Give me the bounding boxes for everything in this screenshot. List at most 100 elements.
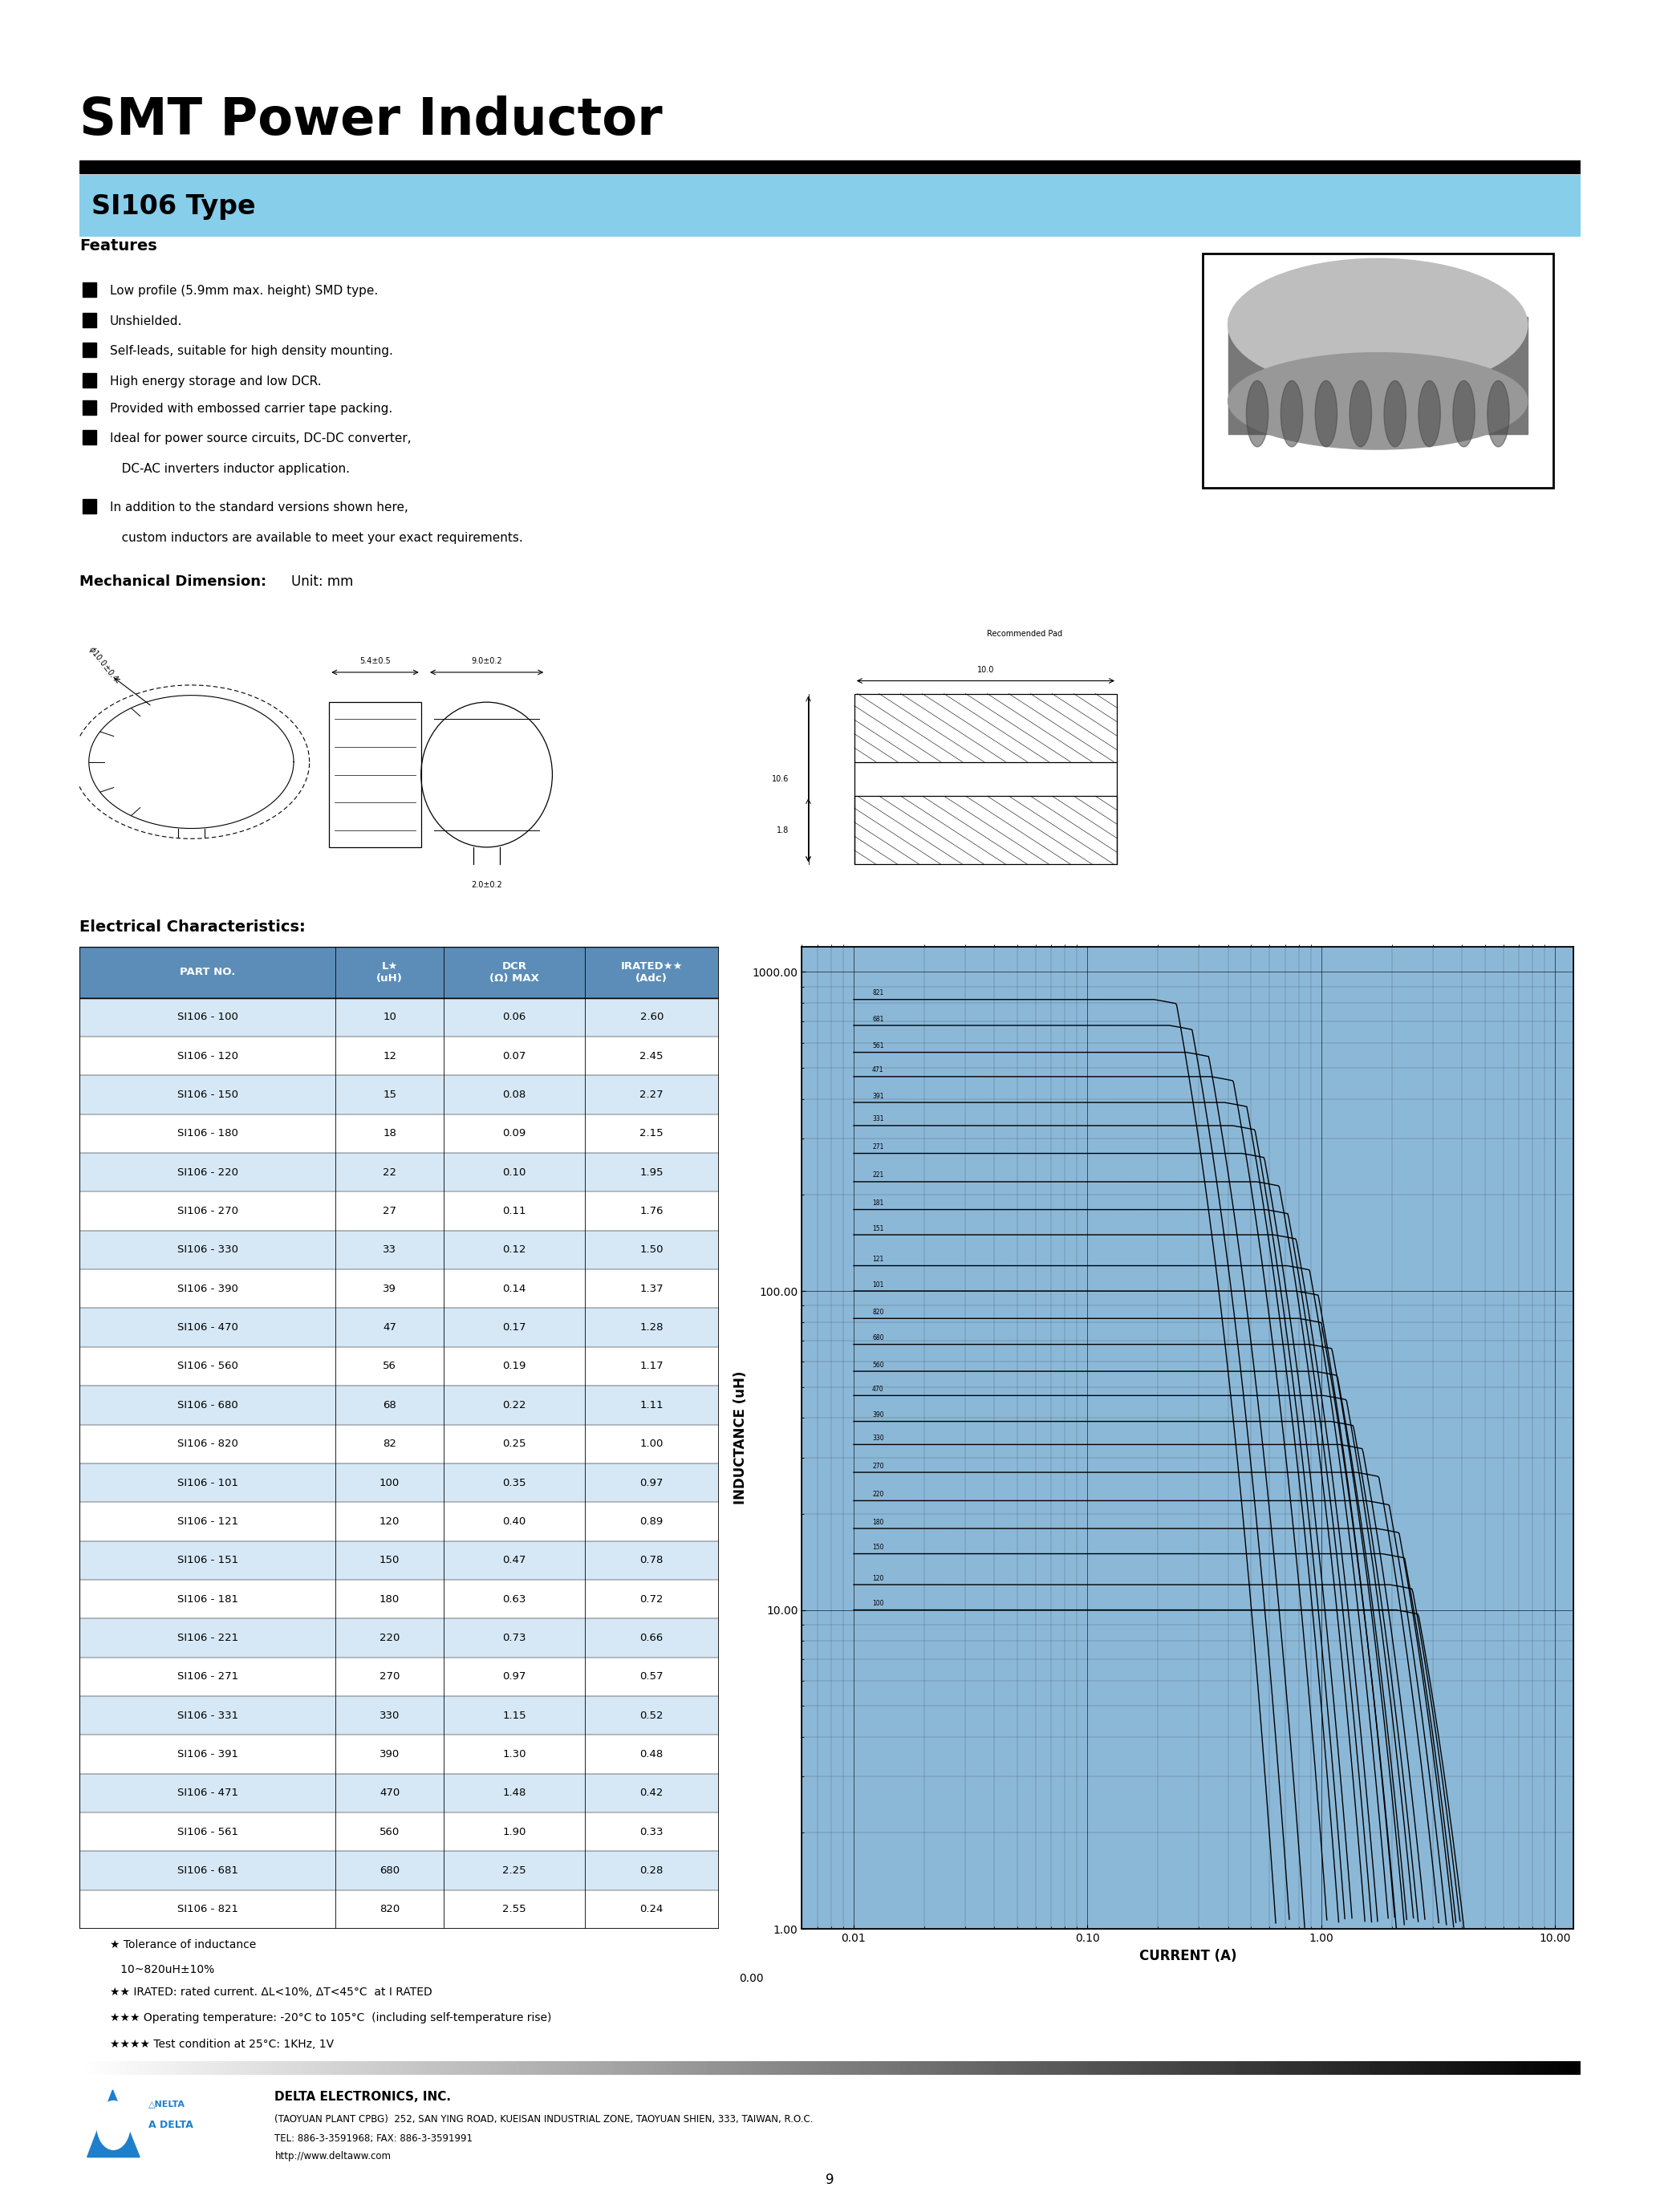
Text: 2.0±0.2: 2.0±0.2 <box>471 880 503 889</box>
Bar <box>335 1347 443 1385</box>
Bar <box>83 500 96 513</box>
Text: 270: 270 <box>380 1672 400 1681</box>
Bar <box>584 1152 719 1192</box>
Text: 0.47: 0.47 <box>503 1555 526 1566</box>
Text: (TAOYUAN PLANT CPBG)  252, SAN YING ROAD, KUEISAN INDUSTRIAL ZONE, TAOYUAN SHIEN: (TAOYUAN PLANT CPBG) 252, SAN YING ROAD,… <box>276 2115 813 2124</box>
Text: In addition to the standard versions shown here,: In addition to the standard versions sho… <box>110 502 408 513</box>
Bar <box>80 1851 335 1889</box>
Text: 2.25: 2.25 <box>503 1865 526 1876</box>
Text: 151: 151 <box>872 1225 883 1232</box>
Bar <box>584 1075 719 1115</box>
Text: 120: 120 <box>872 1575 883 1582</box>
Text: 1.30: 1.30 <box>503 1750 526 1759</box>
Ellipse shape <box>96 2101 129 2150</box>
Text: 0.09: 0.09 <box>503 1128 526 1139</box>
Bar <box>335 1115 443 1152</box>
Text: 561: 561 <box>872 1042 883 1048</box>
Bar <box>584 1579 719 1619</box>
Text: ★ Tolerance of inductance: ★ Tolerance of inductance <box>110 1940 256 1951</box>
Bar <box>80 998 335 1037</box>
Bar <box>584 1037 719 1075</box>
Text: 270: 270 <box>872 1462 883 1469</box>
Bar <box>855 695 1117 761</box>
Bar <box>1228 316 1527 434</box>
Bar <box>80 1270 335 1307</box>
Bar <box>80 161 1580 173</box>
Bar <box>83 283 96 296</box>
Bar <box>584 1851 719 1889</box>
Bar <box>335 1464 443 1502</box>
Text: SI106 - 120: SI106 - 120 <box>178 1051 237 1062</box>
Text: 1.50: 1.50 <box>639 1245 664 1254</box>
Text: 1.00: 1.00 <box>639 1438 664 1449</box>
Ellipse shape <box>1282 380 1303 447</box>
Bar <box>80 1697 335 1734</box>
Text: SI106 - 390: SI106 - 390 <box>178 1283 237 1294</box>
Bar <box>335 1192 443 1230</box>
Text: 680: 680 <box>380 1865 400 1876</box>
Text: 100: 100 <box>872 1599 883 1608</box>
Text: 1.17: 1.17 <box>639 1360 664 1371</box>
Bar <box>335 1152 443 1192</box>
Text: 1.11: 1.11 <box>639 1400 664 1411</box>
Text: SI106 - 181: SI106 - 181 <box>178 1595 237 1604</box>
Text: 15: 15 <box>383 1091 397 1099</box>
Text: 0.42: 0.42 <box>639 1787 664 1798</box>
Text: 0.12: 0.12 <box>503 1245 526 1254</box>
Bar <box>335 1619 443 1657</box>
Text: SI106 - 101: SI106 - 101 <box>178 1478 237 1489</box>
Text: SI106 - 471: SI106 - 471 <box>178 1787 237 1798</box>
Text: DCR
(Ω) MAX: DCR (Ω) MAX <box>490 960 540 984</box>
Ellipse shape <box>1315 380 1336 447</box>
Bar <box>80 1347 335 1385</box>
Text: SI106 - 220: SI106 - 220 <box>178 1168 237 1177</box>
Bar <box>584 1619 719 1657</box>
Bar <box>443 1619 584 1657</box>
Text: 1.48: 1.48 <box>503 1787 526 1798</box>
Text: SI106 - 331: SI106 - 331 <box>178 1710 237 1721</box>
Text: 2.45: 2.45 <box>639 1051 664 1062</box>
Text: SI106 - 221: SI106 - 221 <box>178 1632 237 1644</box>
Text: 0.35: 0.35 <box>503 1478 526 1489</box>
Text: SI106 - 150: SI106 - 150 <box>178 1091 237 1099</box>
Text: PART NO.: PART NO. <box>179 967 236 978</box>
Bar <box>584 1697 719 1734</box>
Bar <box>443 1889 584 1929</box>
Text: 0.28: 0.28 <box>639 1865 664 1876</box>
Text: SI106 - 180: SI106 - 180 <box>178 1128 237 1139</box>
Bar <box>443 1075 584 1115</box>
Text: 0.19: 0.19 <box>503 1360 526 1371</box>
Text: L★
(uH): L★ (uH) <box>377 960 403 984</box>
Bar <box>335 1812 443 1851</box>
Bar <box>80 1192 335 1230</box>
Text: SI106 - 561: SI106 - 561 <box>178 1827 237 1838</box>
Text: TEL: 886-3-3591968; FAX: 886-3-3591991: TEL: 886-3-3591968; FAX: 886-3-3591991 <box>276 2132 473 2143</box>
Bar <box>83 429 96 445</box>
Text: 390: 390 <box>380 1750 400 1759</box>
Bar <box>584 1192 719 1230</box>
Text: 220: 220 <box>380 1632 400 1644</box>
Text: Low profile (5.9mm max. height) SMD type.: Low profile (5.9mm max. height) SMD type… <box>110 285 378 296</box>
Text: 10: 10 <box>383 1011 397 1022</box>
Bar <box>855 796 1117 865</box>
Bar <box>335 1385 443 1425</box>
Text: 150: 150 <box>872 1544 883 1551</box>
Bar <box>443 947 584 998</box>
Text: 0.78: 0.78 <box>639 1555 664 1566</box>
Text: 1.76: 1.76 <box>639 1206 664 1217</box>
Bar <box>584 1307 719 1347</box>
Bar <box>80 1230 335 1270</box>
Text: Self-leads, suitable for high density mounting.: Self-leads, suitable for high density mo… <box>110 345 393 358</box>
Text: SI106 - 270: SI106 - 270 <box>178 1206 237 1217</box>
Ellipse shape <box>1419 380 1441 447</box>
X-axis label: CURRENT (A): CURRENT (A) <box>1139 1949 1237 1962</box>
Bar <box>443 1502 584 1542</box>
Text: 2.55: 2.55 <box>503 1905 526 1916</box>
Text: 1.95: 1.95 <box>639 1168 664 1177</box>
Text: SI106 Type: SI106 Type <box>91 195 256 221</box>
Text: SI106 - 820: SI106 - 820 <box>178 1438 237 1449</box>
Bar <box>80 1425 335 1464</box>
Text: 9.0±0.2: 9.0±0.2 <box>471 657 503 666</box>
Text: SI106 - 560: SI106 - 560 <box>178 1360 237 1371</box>
Bar <box>335 1542 443 1579</box>
